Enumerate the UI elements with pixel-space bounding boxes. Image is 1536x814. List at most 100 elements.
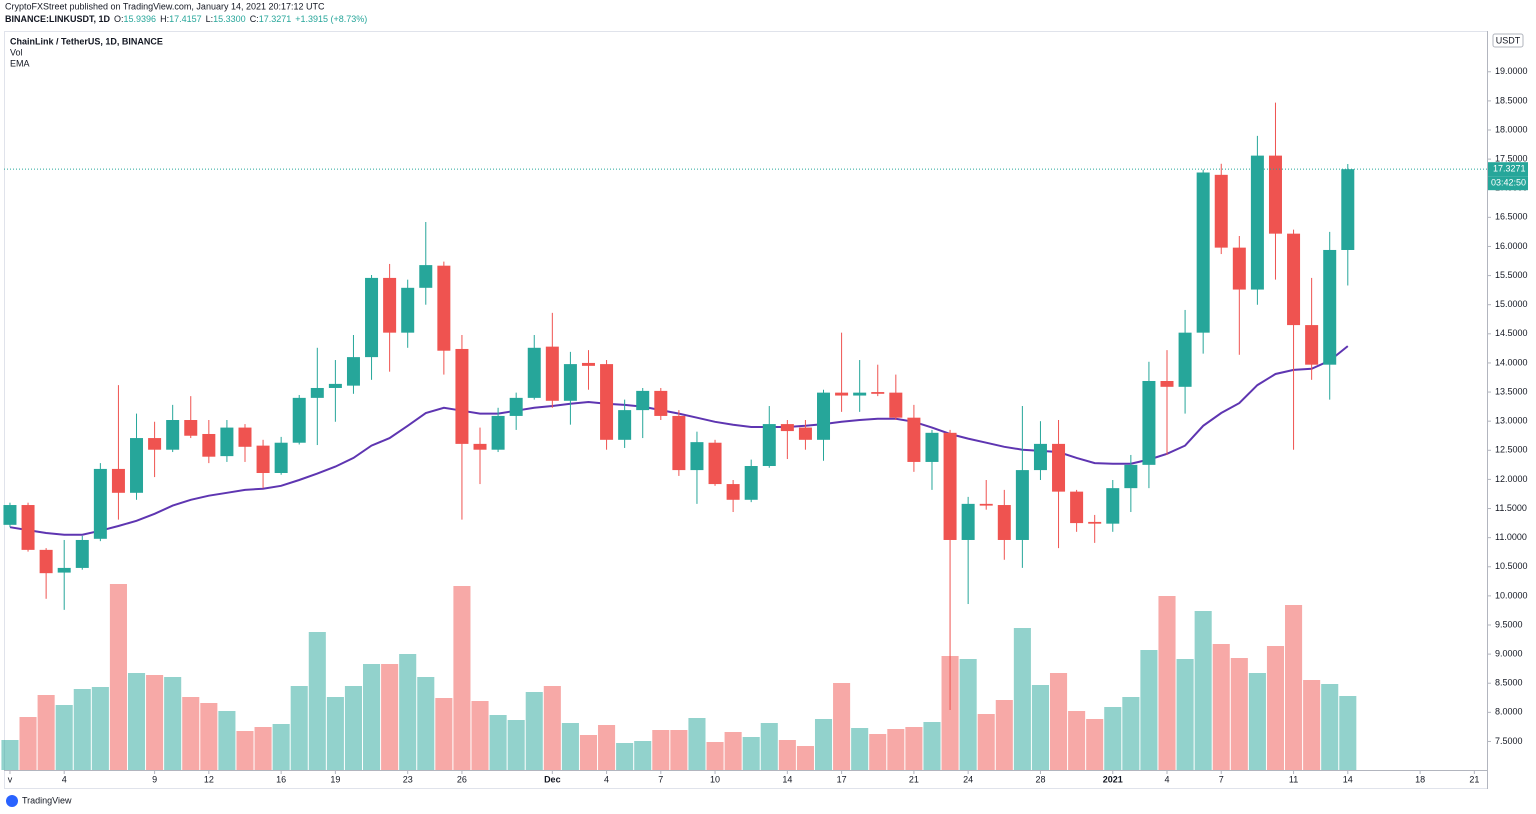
volume-bar (670, 730, 688, 770)
x-tick-label: 4 (1164, 774, 1169, 784)
volume-bar (706, 742, 724, 770)
candle-body (654, 390, 668, 416)
volume-bar (995, 700, 1013, 770)
volume-bar (1230, 658, 1248, 770)
x-tick-label: 11 (1289, 774, 1298, 784)
candle-body (256, 445, 270, 474)
y-tick-label: 16.0000 (1495, 241, 1528, 251)
legend-title: ChainLink / TetherUS, 1D, BINANCE (10, 36, 163, 46)
candle-body (943, 432, 957, 540)
candle-body (383, 277, 397, 333)
candle-body (184, 420, 198, 436)
candle-body (545, 346, 559, 401)
candle-body (75, 539, 89, 568)
y-tick-label: 14.0000 (1495, 357, 1528, 367)
candle-body (57, 567, 71, 573)
y-tick-label: 8.0000 (1495, 707, 1523, 717)
volume-bar (91, 687, 109, 770)
candle-body (202, 433, 216, 457)
candle-body (835, 392, 849, 396)
logo-text: TradingView (22, 795, 72, 805)
volume-bar (778, 740, 796, 770)
y-tick-label: 12.5000 (1495, 445, 1528, 455)
volume-bar (200, 703, 218, 770)
candle-body (1142, 380, 1156, 465)
volume-bar (742, 737, 760, 770)
x-tick-label: 10 (710, 774, 720, 784)
volume-bar (869, 734, 887, 770)
volume-bar (399, 654, 417, 770)
candle-body (166, 420, 180, 450)
last-price-box (1488, 162, 1528, 177)
candle-body (310, 387, 324, 398)
ohlc-label: L: (206, 14, 214, 24)
volume-bar (182, 697, 200, 770)
y-tick-label: 13.5000 (1495, 386, 1528, 396)
volume-bar (19, 717, 37, 770)
candle-body (1287, 233, 1301, 326)
x-tick-label: Dec (544, 774, 561, 784)
volume-bar (326, 697, 344, 770)
y-tick-label: 11.0000 (1495, 532, 1527, 542)
volume-bar (579, 735, 598, 770)
x-tick-label: 26 (457, 774, 467, 784)
volume-bar (1248, 673, 1266, 770)
x-tick-label: 7 (658, 774, 663, 784)
candle-body (636, 390, 650, 411)
volume-bar (814, 719, 833, 770)
candle-body (907, 417, 921, 462)
volume-bar (73, 689, 91, 770)
volume-bar (1, 740, 19, 770)
candle-body (726, 484, 740, 500)
candle-body (292, 397, 306, 443)
candle-body (473, 443, 487, 450)
currency-box (1492, 33, 1524, 48)
last-price-label: 17.3271 (1493, 164, 1526, 174)
volume-bar (471, 701, 489, 770)
countdown-box (1488, 176, 1528, 191)
volume-bar (833, 683, 851, 770)
y-tick-label: 19.0000 (1495, 66, 1528, 76)
candle-body (1196, 172, 1210, 333)
candle-body (1250, 155, 1264, 290)
candle-body (925, 432, 939, 462)
volume-bar (435, 698, 453, 770)
candle-body (871, 392, 885, 394)
candle-body (690, 442, 704, 471)
x-tick-label: 16 (276, 774, 286, 784)
ohlc-value: 15.3300 (213, 14, 246, 24)
y-tick-label: 15.0000 (1495, 299, 1528, 309)
candle-body (1124, 464, 1138, 489)
logo: TradingView (6, 795, 72, 807)
volume-bar (1194, 611, 1212, 770)
y-tick-label: 15.5000 (1495, 270, 1528, 280)
x-tick-label: 17 (837, 774, 847, 784)
candle-body (744, 466, 758, 500)
symbol-line: BINANCE:LINKUSDT, 1D O:15.9396 H:17.4157 L:… (5, 14, 367, 24)
candle-body (93, 468, 107, 539)
candle-body (455, 348, 469, 444)
legend-volume: Vol (10, 47, 23, 57)
x-tick-label: 21 (1469, 774, 1479, 784)
volume-bar (1303, 680, 1321, 770)
y-tick-label: 16.5000 (1495, 212, 1528, 222)
volume-bar (1176, 659, 1194, 770)
x-tick-label: 18 (1415, 774, 1425, 784)
x-tick-label: 7 (1219, 774, 1224, 784)
candle-body (853, 392, 867, 396)
volume-bar (37, 695, 55, 770)
volume-bar (1321, 684, 1339, 770)
y-tick-label: 9.5000 (1495, 619, 1523, 629)
volume-bar (489, 715, 507, 770)
volume-bar (164, 677, 182, 770)
candle-body (491, 415, 505, 450)
candle-body (889, 392, 903, 418)
volume-bar (1031, 685, 1049, 770)
volume-bar (1158, 596, 1176, 770)
candle-body (1232, 247, 1246, 290)
publisher: CryptoFXStreet published on TradingView.… (5, 1, 325, 11)
candle-body (1088, 521, 1102, 524)
volume-bar (254, 727, 272, 770)
candle-body (419, 265, 433, 288)
